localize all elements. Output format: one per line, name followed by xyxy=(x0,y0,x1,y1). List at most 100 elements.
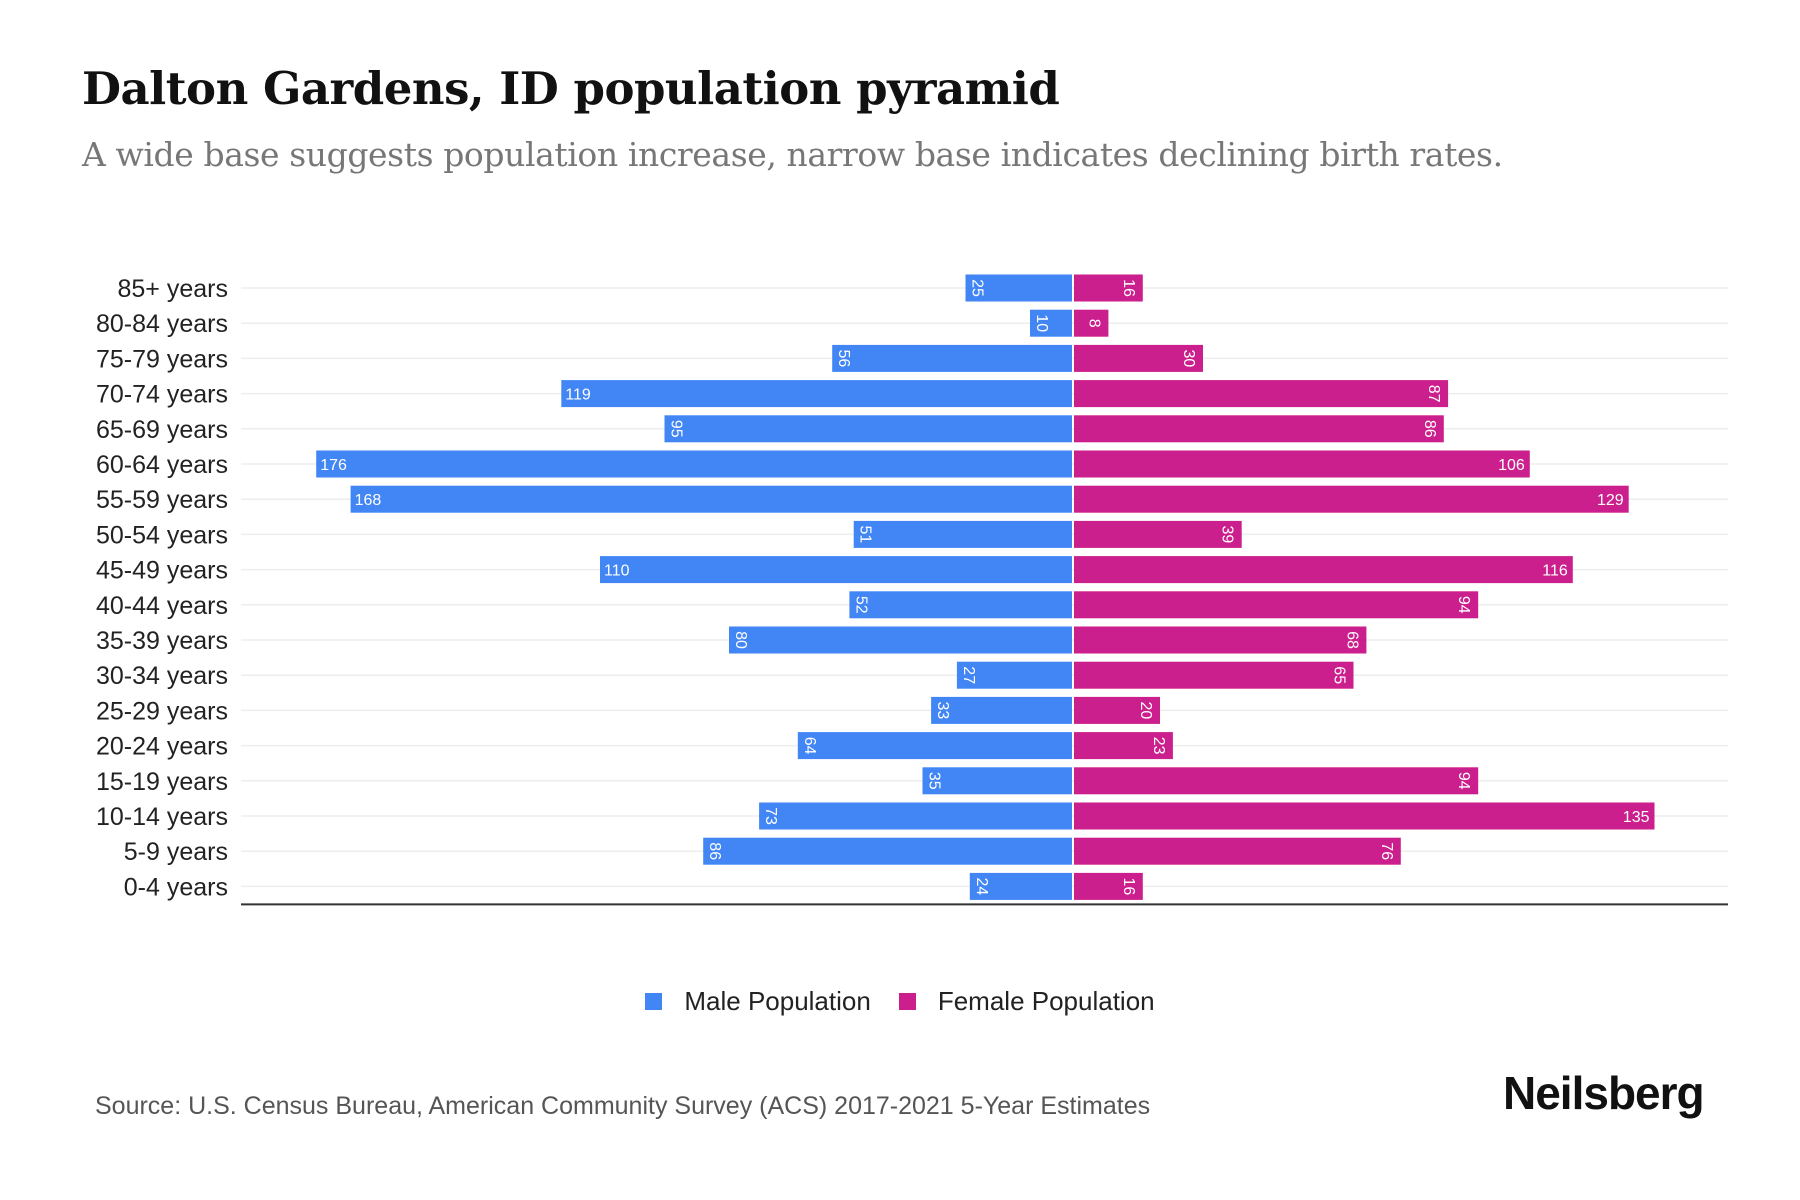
category-label: 35-39 years xyxy=(96,627,228,655)
male-value-label: 110 xyxy=(604,563,630,580)
female-bar xyxy=(1074,767,1479,795)
male-bar xyxy=(922,767,1072,795)
category-label: 50-54 years xyxy=(96,521,228,549)
male-value-label: 24 xyxy=(973,878,990,896)
female-value-label: 76 xyxy=(1378,842,1395,860)
female-bar xyxy=(1074,732,1173,760)
male-bar xyxy=(600,556,1072,584)
female-bar xyxy=(1074,485,1629,513)
female-bar xyxy=(1074,591,1479,619)
category-label: 70-74 years xyxy=(96,381,228,409)
female-value-label: 94 xyxy=(1455,596,1472,614)
category-label: 80-84 years xyxy=(96,310,228,338)
female-value-label: 135 xyxy=(1623,809,1650,826)
male-bar xyxy=(965,274,1072,302)
male-bar xyxy=(832,344,1072,372)
female-bar xyxy=(1074,380,1449,408)
male-value-label: 168 xyxy=(355,492,382,509)
male-value-label: 51 xyxy=(857,526,874,544)
male-value-label: 33 xyxy=(934,702,951,720)
category-label: 55-59 years xyxy=(96,486,228,514)
category-label: 25-29 years xyxy=(96,697,228,725)
male-bar xyxy=(561,380,1072,408)
male-value-label: 35 xyxy=(926,772,943,790)
female-value-label: 86 xyxy=(1421,420,1438,438)
legend-label-female: Female Population xyxy=(937,986,1155,1016)
male-bar xyxy=(1030,309,1072,337)
male-bar xyxy=(969,872,1072,900)
male-bar xyxy=(316,450,1072,478)
legend-item-female: Female Population xyxy=(898,986,1155,1017)
chart-title: Dalton Gardens, ID population pyramid xyxy=(82,62,1060,115)
female-bar xyxy=(1074,872,1143,900)
male-bar xyxy=(797,732,1072,760)
female-bar xyxy=(1074,837,1401,865)
female-value-label: 129 xyxy=(1597,492,1624,509)
chart-subtitle: A wide base suggests population increase… xyxy=(82,135,1503,174)
male-bar xyxy=(759,802,1072,830)
female-value-label: 68 xyxy=(1343,631,1360,649)
male-bar xyxy=(664,415,1072,443)
female-bar xyxy=(1074,274,1143,302)
male-value-label: 56 xyxy=(835,350,852,368)
male-bar xyxy=(849,591,1072,619)
male-bar xyxy=(729,626,1072,654)
male-value-label: 95 xyxy=(668,420,685,438)
female-bar xyxy=(1074,415,1444,443)
male-value-label: 86 xyxy=(706,842,723,860)
legend-label-male: Male Population xyxy=(684,986,871,1016)
category-label: 65-69 years xyxy=(96,416,228,444)
female-bar xyxy=(1074,450,1530,478)
male-bar xyxy=(853,520,1072,548)
category-label: 30-34 years xyxy=(96,662,228,690)
female-value-label: 106 xyxy=(1498,457,1525,474)
female-value-label: 94 xyxy=(1455,772,1472,790)
legend-swatch-female xyxy=(898,993,916,1010)
female-bar xyxy=(1074,802,1655,830)
category-label: 40-44 years xyxy=(96,592,228,620)
female-value-label: 87 xyxy=(1425,385,1442,403)
category-label: 10-14 years xyxy=(96,803,228,831)
male-value-label: 80 xyxy=(732,631,749,649)
population-pyramid-chart: 85+ years 25 16 80-84 years 10 8 75-79 years 56… xyxy=(96,274,1728,906)
female-value-label: 8 xyxy=(1085,319,1102,328)
male-bar xyxy=(931,696,1072,724)
category-label: 75-79 years xyxy=(96,345,228,373)
male-value-label: 10 xyxy=(1033,314,1050,332)
male-bar xyxy=(956,661,1072,689)
female-value-label: 65 xyxy=(1331,666,1348,684)
female-bar xyxy=(1074,309,1109,337)
female-value-label: 116 xyxy=(1542,563,1568,580)
female-value-label: 23 xyxy=(1150,737,1167,755)
legend-swatch-male xyxy=(645,993,663,1010)
male-bar xyxy=(703,837,1072,865)
legend-item-male: Male Population xyxy=(645,986,871,1017)
female-value-label: 39 xyxy=(1219,526,1236,544)
female-value-label: 16 xyxy=(1120,878,1137,896)
category-label: 0-4 years xyxy=(124,873,228,901)
category-label: 15-19 years xyxy=(96,768,228,796)
female-bar xyxy=(1074,344,1203,372)
category-label: 45-49 years xyxy=(96,557,228,585)
male-value-label: 73 xyxy=(762,807,779,825)
male-value-label: 119 xyxy=(565,387,591,404)
female-bar xyxy=(1074,626,1367,654)
female-bar xyxy=(1074,696,1160,724)
male-value-label: 64 xyxy=(801,737,818,755)
male-value-label: 176 xyxy=(320,457,347,474)
source-note: Source: U.S. Census Bureau, American Com… xyxy=(95,1092,1151,1120)
male-bar xyxy=(350,485,1073,513)
category-label: 85+ years xyxy=(118,275,229,303)
male-value-label: 25 xyxy=(969,279,986,297)
female-bar xyxy=(1074,661,1354,689)
legend: Male Population Female Population xyxy=(0,986,1800,1017)
female-bar xyxy=(1074,520,1242,548)
female-value-label: 20 xyxy=(1137,702,1154,720)
female-value-label: 16 xyxy=(1120,279,1137,297)
female-value-label: 30 xyxy=(1180,350,1197,368)
category-label: 20-24 years xyxy=(96,733,228,761)
male-value-label: 52 xyxy=(852,596,869,614)
brand-logo: Neilsberg xyxy=(1503,1067,1705,1119)
male-value-label: 27 xyxy=(960,666,977,684)
female-bar xyxy=(1074,556,1573,584)
